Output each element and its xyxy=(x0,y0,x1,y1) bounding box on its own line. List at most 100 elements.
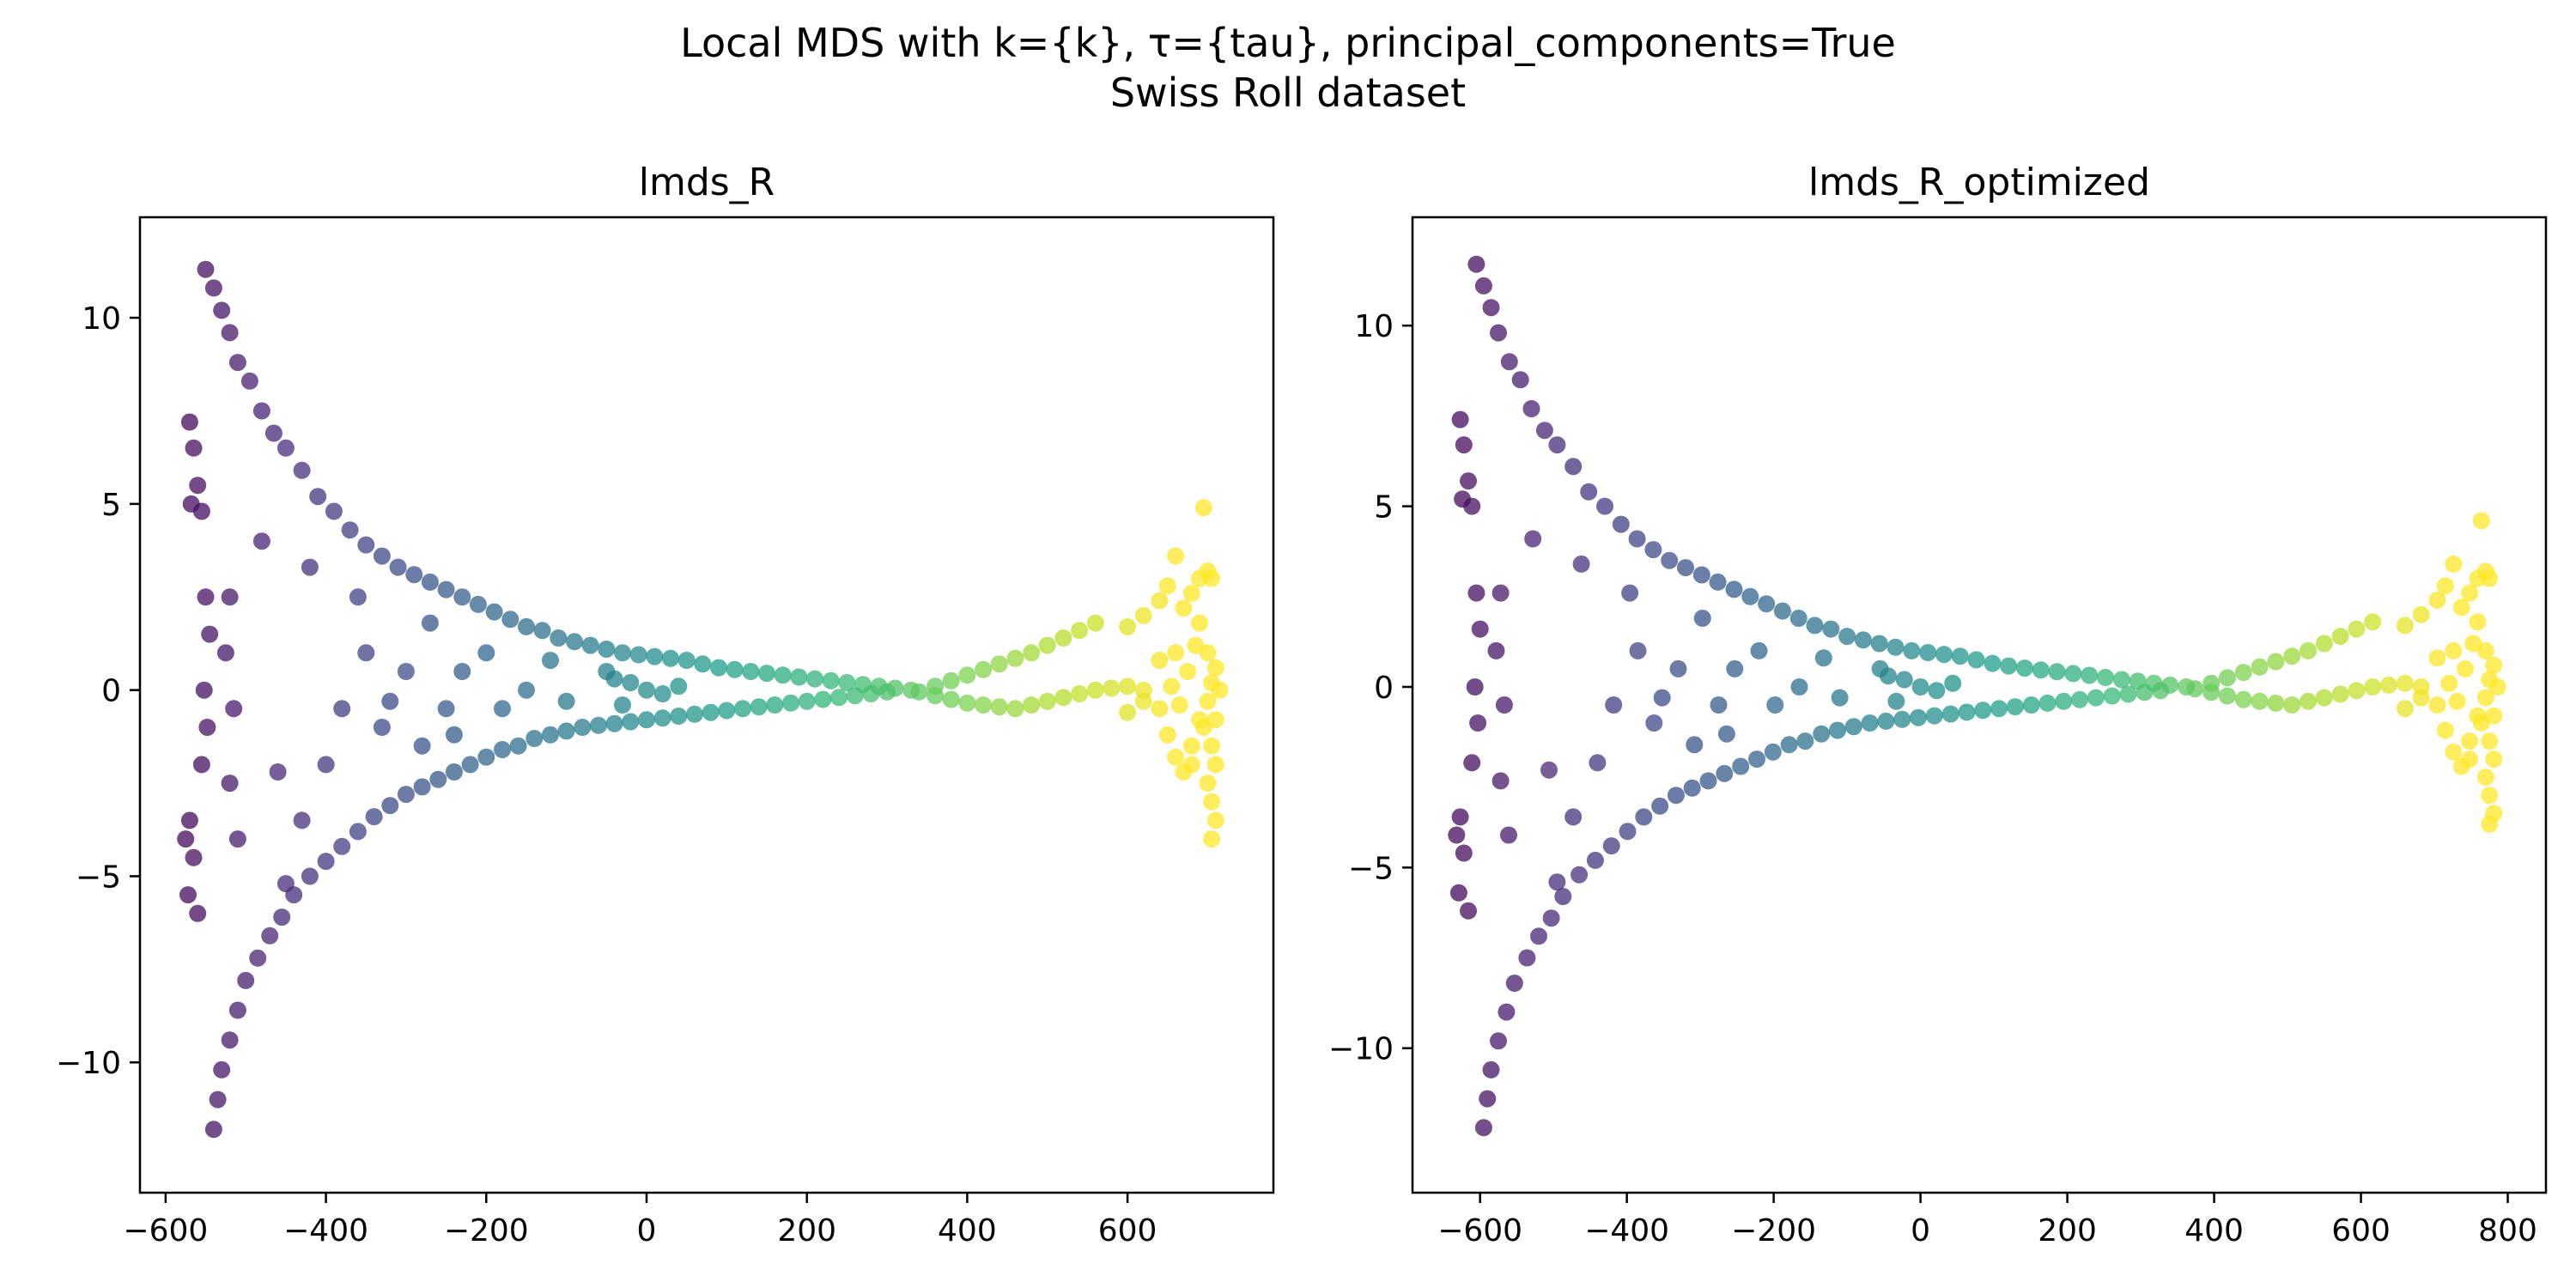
scatter-point xyxy=(581,636,599,654)
scatter-point xyxy=(317,853,335,871)
scatter-point xyxy=(1628,530,1646,548)
scatter-point xyxy=(1463,754,1481,772)
scatter-point xyxy=(1490,1032,1507,1050)
scatter-point xyxy=(774,666,792,684)
x-tick-label: −200 xyxy=(444,1213,529,1249)
scatter-point xyxy=(1661,551,1679,569)
y-tick-label: 0 xyxy=(1374,671,1394,706)
scatter-point xyxy=(180,413,198,431)
scatter-point xyxy=(198,719,216,736)
scatter-point xyxy=(1580,483,1598,501)
scatter-point xyxy=(252,402,270,420)
scatter-point xyxy=(1789,610,1807,627)
scatter-point xyxy=(373,547,391,565)
scatter-point xyxy=(1454,490,1472,508)
scatter-point xyxy=(2452,598,2470,617)
scatter-point xyxy=(213,1060,231,1078)
y-tick-label: 10 xyxy=(1354,309,1394,344)
scatter-point xyxy=(365,808,383,826)
scatter-point xyxy=(1158,577,1176,595)
scatter-point xyxy=(1686,736,1704,754)
scatter-point xyxy=(1511,371,1529,389)
scatter-point xyxy=(1479,1090,1497,1108)
scatter-point xyxy=(2396,617,2414,635)
scatter-point xyxy=(542,726,559,744)
scatter-point xyxy=(2267,694,2285,712)
scatter-point xyxy=(1170,696,1188,714)
scatter-point xyxy=(2476,769,2494,787)
scatter-point xyxy=(1535,422,1553,440)
scatter-point xyxy=(1163,677,1181,696)
scatter-point xyxy=(1725,580,1743,598)
scatter-point xyxy=(1958,703,1976,721)
scatter-point xyxy=(189,477,207,495)
scatter-point xyxy=(405,566,423,584)
scatter-point xyxy=(1651,797,1669,815)
scatter-point xyxy=(1870,635,1888,653)
scatter-point xyxy=(2412,605,2430,623)
scatter-point xyxy=(806,670,823,688)
scatter-point xyxy=(1199,775,1217,793)
scatter-point xyxy=(557,722,575,740)
scatter-point xyxy=(1602,837,1620,855)
scatter-point xyxy=(2380,676,2397,694)
scatter-point xyxy=(605,714,623,732)
scatter-point xyxy=(1928,682,1946,700)
scatter-point xyxy=(1175,599,1193,617)
scatter-point xyxy=(726,660,744,678)
scatter-point xyxy=(1773,602,1791,620)
scatter-point xyxy=(1054,689,1072,707)
scatter-point xyxy=(1455,436,1473,454)
scatter-point xyxy=(1206,756,1224,774)
scatter-point xyxy=(1871,659,1889,677)
scatter-point xyxy=(2283,647,2301,665)
scatter-point xyxy=(598,663,616,680)
scatter-point xyxy=(1495,696,1513,714)
scatter-point xyxy=(2428,696,2446,714)
scatter-point xyxy=(2428,649,2446,667)
scatter-point xyxy=(2476,689,2494,707)
scatter-point xyxy=(2457,659,2474,677)
scatter-point xyxy=(1693,610,1711,627)
scatter-point xyxy=(2481,815,2499,833)
scatter-point xyxy=(557,692,575,710)
scatter-point xyxy=(1903,641,1921,659)
scatter-point xyxy=(1179,663,1197,680)
scatter-point xyxy=(333,700,351,718)
scatter-point xyxy=(2112,671,2130,689)
scatter-point xyxy=(421,573,439,591)
scatter-point xyxy=(686,705,703,723)
scatter-point xyxy=(1893,710,1911,728)
figure-subtitle: Swiss Roll dataset xyxy=(1109,70,1467,116)
scatter-point xyxy=(1564,458,1583,476)
scatter-point xyxy=(1741,587,1759,605)
scatter-point xyxy=(1203,569,1221,587)
scatter-point xyxy=(349,588,367,606)
scatter-point xyxy=(189,904,207,922)
x-tick-label: −600 xyxy=(1437,1213,1522,1249)
scatter-point xyxy=(494,741,511,758)
x-tick-label: 800 xyxy=(2478,1213,2537,1249)
scatter-point xyxy=(1199,644,1217,662)
scatter-point xyxy=(1554,888,1572,905)
x-tick-label: 0 xyxy=(1911,1213,1930,1249)
scatter-point xyxy=(2251,692,2269,710)
scatter-point xyxy=(2006,698,2024,716)
scatter-point xyxy=(2119,685,2137,703)
scatter-point xyxy=(2396,674,2414,692)
scatter-point xyxy=(445,726,463,744)
scatter-point xyxy=(1925,707,1943,725)
scatter-point xyxy=(1895,671,1913,689)
scatter-point xyxy=(1467,255,1485,273)
scatter-point xyxy=(1467,584,1485,602)
scatter-point xyxy=(261,927,279,945)
scatter-point xyxy=(1211,681,1229,699)
scatter-point xyxy=(614,696,631,714)
scatter-point xyxy=(646,647,664,665)
scatter-point xyxy=(2300,692,2317,710)
scatter-point xyxy=(413,778,431,796)
scatter-point xyxy=(221,1031,239,1049)
scatter-point xyxy=(2071,690,2089,708)
scatter-point xyxy=(1103,679,1121,697)
scatter-point xyxy=(2481,787,2499,805)
